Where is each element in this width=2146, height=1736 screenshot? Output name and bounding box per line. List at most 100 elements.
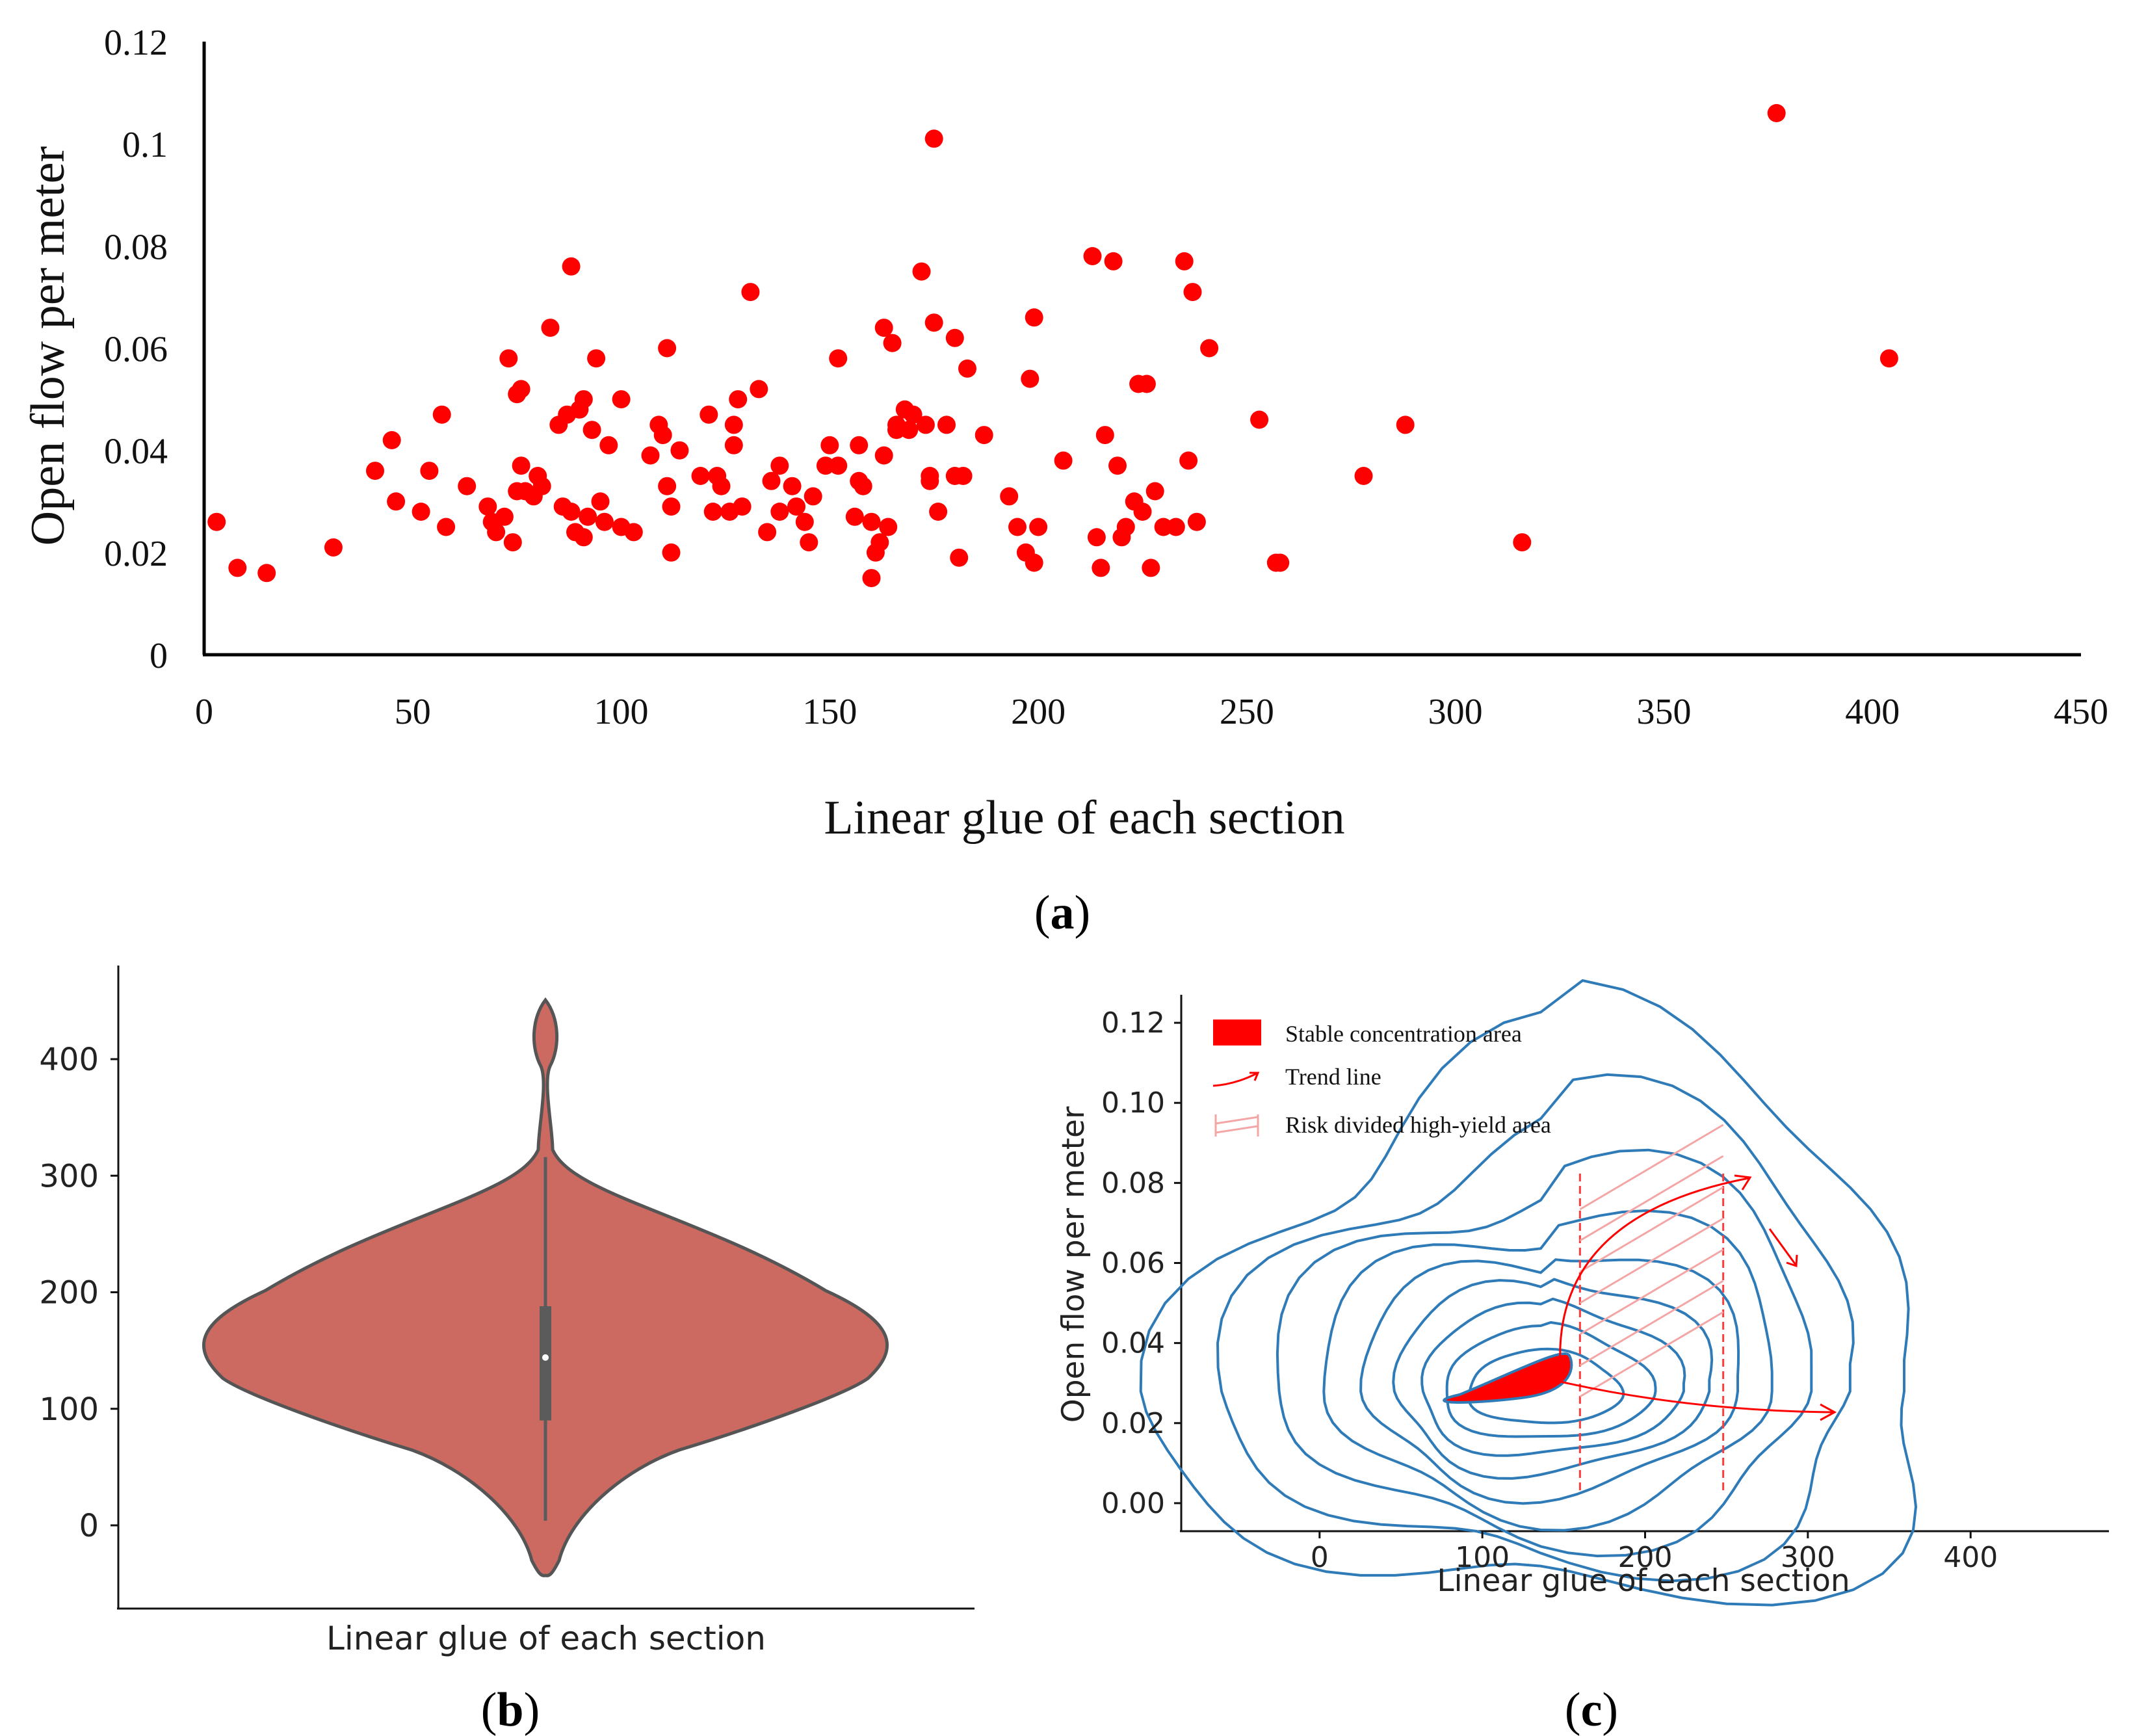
a-y-tick-5: 0.1 xyxy=(122,125,168,165)
scatter-point-130 xyxy=(1145,482,1164,501)
scatter-point-94 xyxy=(904,405,923,424)
trend-line-up-arrowhead xyxy=(1734,1174,1752,1190)
a-y-axis-label: Open flow per meter xyxy=(21,146,75,546)
scatter-point-61 xyxy=(729,390,748,409)
risk-hatch-0 xyxy=(1579,1124,1724,1211)
scatter-point-131 xyxy=(1154,518,1173,536)
scatter-point-89 xyxy=(883,334,902,352)
scatter-point-44 xyxy=(624,523,643,542)
scatter-point-119 xyxy=(1092,559,1110,577)
scatter-point-7 xyxy=(412,503,430,521)
b-y-tick-3: 300 xyxy=(39,1158,99,1194)
scatter-point-5 xyxy=(382,431,401,449)
caption-c: (c) xyxy=(1565,1683,1618,1736)
scatter-point-110 xyxy=(1008,518,1027,536)
scatter-panel-a: 0 50 100 150 200 250 300 350 400 450 0 0.02 0.04 0.0… xyxy=(21,23,2108,940)
scatter-point-57 xyxy=(712,477,731,495)
violin-median-dot xyxy=(542,1354,549,1361)
trend-line-down xyxy=(1768,1228,1797,1265)
a-x-tick-9: 450 xyxy=(2054,692,2108,732)
contour-ring-3 xyxy=(1392,1278,1714,1480)
scatter-point-37 xyxy=(582,421,601,440)
c-x-tick-2: 200 xyxy=(1618,1541,1673,1574)
scatter-point-77 xyxy=(829,456,848,475)
violin-panel-b: 0 100 200 300 400 Linear glue of each sectio… xyxy=(39,966,975,1736)
c-y-tick-4: 0.08 xyxy=(1101,1166,1165,1200)
scatter-point-115 xyxy=(1029,518,1048,536)
scatter-point-124 xyxy=(1116,518,1135,536)
legend-swatch-risk xyxy=(1214,1114,1259,1137)
scatter-point-16 xyxy=(499,349,518,368)
scatter-point-133 xyxy=(1175,252,1194,270)
scatter-point-72 xyxy=(800,533,818,552)
scatter-point-99 xyxy=(924,129,943,148)
c-x-tick-labels: 0 100 200 300 400 xyxy=(1311,1531,1998,1574)
scatter-point-95 xyxy=(912,262,931,281)
c-y-tick-6: 0.12 xyxy=(1101,1006,1165,1040)
scatter-point-109 xyxy=(1000,487,1019,506)
scatter-point-85 xyxy=(870,533,889,552)
scatter-point-50 xyxy=(662,543,681,562)
kde-contours xyxy=(1139,979,1918,1607)
risk-hatch-6 xyxy=(1579,1311,1724,1398)
scatter-point-41 xyxy=(599,436,618,454)
scatter-point-129 xyxy=(1142,559,1160,577)
a-y-tick-1: 0.02 xyxy=(104,534,168,574)
scatter-point-75 xyxy=(820,436,839,454)
scatter-point-2 xyxy=(257,564,276,583)
scatter-point-100 xyxy=(924,313,943,332)
caption-a: (a) xyxy=(1034,886,1090,940)
scatter-point-134 xyxy=(1179,451,1198,470)
a-x-tick-7: 350 xyxy=(1636,692,1691,732)
c-y-tick-3: 0.06 xyxy=(1101,1247,1165,1280)
scatter-point-86 xyxy=(874,319,893,337)
scatter-point-117 xyxy=(1083,247,1102,265)
scatter-point-71 xyxy=(795,512,814,531)
scatter-point-122 xyxy=(1108,456,1127,475)
contour-panel-c: 0 100 200 300 400 0.000.020.040.060.080.100.… xyxy=(1056,979,2109,1736)
scatter-point-121 xyxy=(1104,252,1123,270)
scatter-point-69 xyxy=(783,477,802,495)
c-x-tick-1: 100 xyxy=(1455,1541,1510,1574)
scatter-point-47 xyxy=(653,426,672,445)
scatter-point-107 xyxy=(958,359,976,378)
b-y-tick-0: 0 xyxy=(79,1508,99,1544)
scatter-point-74 xyxy=(816,456,835,475)
b-y-tick-labels: 0 100 200 300 400 xyxy=(39,1042,118,1544)
scatter-point-132 xyxy=(1166,518,1185,536)
scatter-point-113 xyxy=(1025,308,1043,327)
scatter-point-116 xyxy=(1054,451,1073,470)
scatter-point-138 xyxy=(1250,410,1269,429)
scatter-point-11 xyxy=(458,477,477,495)
c-y-tick-0: 0.00 xyxy=(1101,1487,1165,1520)
risk-hatch-5 xyxy=(1579,1280,1724,1367)
scatter-point-96 xyxy=(916,415,935,434)
risk-hatch-2 xyxy=(1579,1186,1724,1273)
scatter-point-43 xyxy=(612,390,631,409)
scatter-point-83 xyxy=(862,512,881,531)
scatter-point-40 xyxy=(595,512,614,531)
scatter-point-73 xyxy=(804,487,822,506)
scatter-point-54 xyxy=(700,405,718,424)
scatter-point-127 xyxy=(1133,503,1152,521)
scatter-point-53 xyxy=(691,467,710,485)
a-y-tick-labels: 0 0.02 0.04 0.06 0.08 0.1 0.12 xyxy=(104,23,168,676)
c-y-tick-5: 0.10 xyxy=(1101,1086,1165,1120)
scatter-point-76 xyxy=(829,349,848,368)
scatter-point-106 xyxy=(954,467,973,485)
scatter-point-70 xyxy=(787,497,805,516)
legend-swatch-stable xyxy=(1213,1019,1261,1046)
c-y-axis-label: Open flow per meter xyxy=(1056,1106,1092,1423)
legend-label-trend: Trend line xyxy=(1285,1064,1381,1090)
trend-lines xyxy=(1559,1174,1837,1421)
a-x-tick-0: 0 xyxy=(195,692,213,732)
b-y-tick-4: 400 xyxy=(39,1042,99,1078)
c-y-tick-2: 0.04 xyxy=(1101,1327,1165,1360)
stable-concentration-area xyxy=(1443,1352,1573,1404)
scatter-point-34 xyxy=(574,528,593,547)
scatter-point-103 xyxy=(945,328,964,347)
contour-ring-5 xyxy=(1322,1209,1773,1532)
a-x-tick-2: 100 xyxy=(594,692,649,732)
contour-ring-4 xyxy=(1359,1258,1740,1505)
scatter-point-108 xyxy=(975,426,993,445)
